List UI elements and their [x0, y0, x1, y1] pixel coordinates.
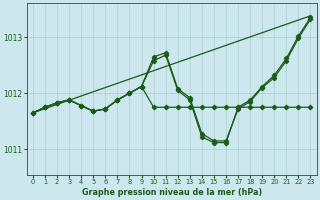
X-axis label: Graphe pression niveau de la mer (hPa): Graphe pression niveau de la mer (hPa) — [82, 188, 262, 197]
